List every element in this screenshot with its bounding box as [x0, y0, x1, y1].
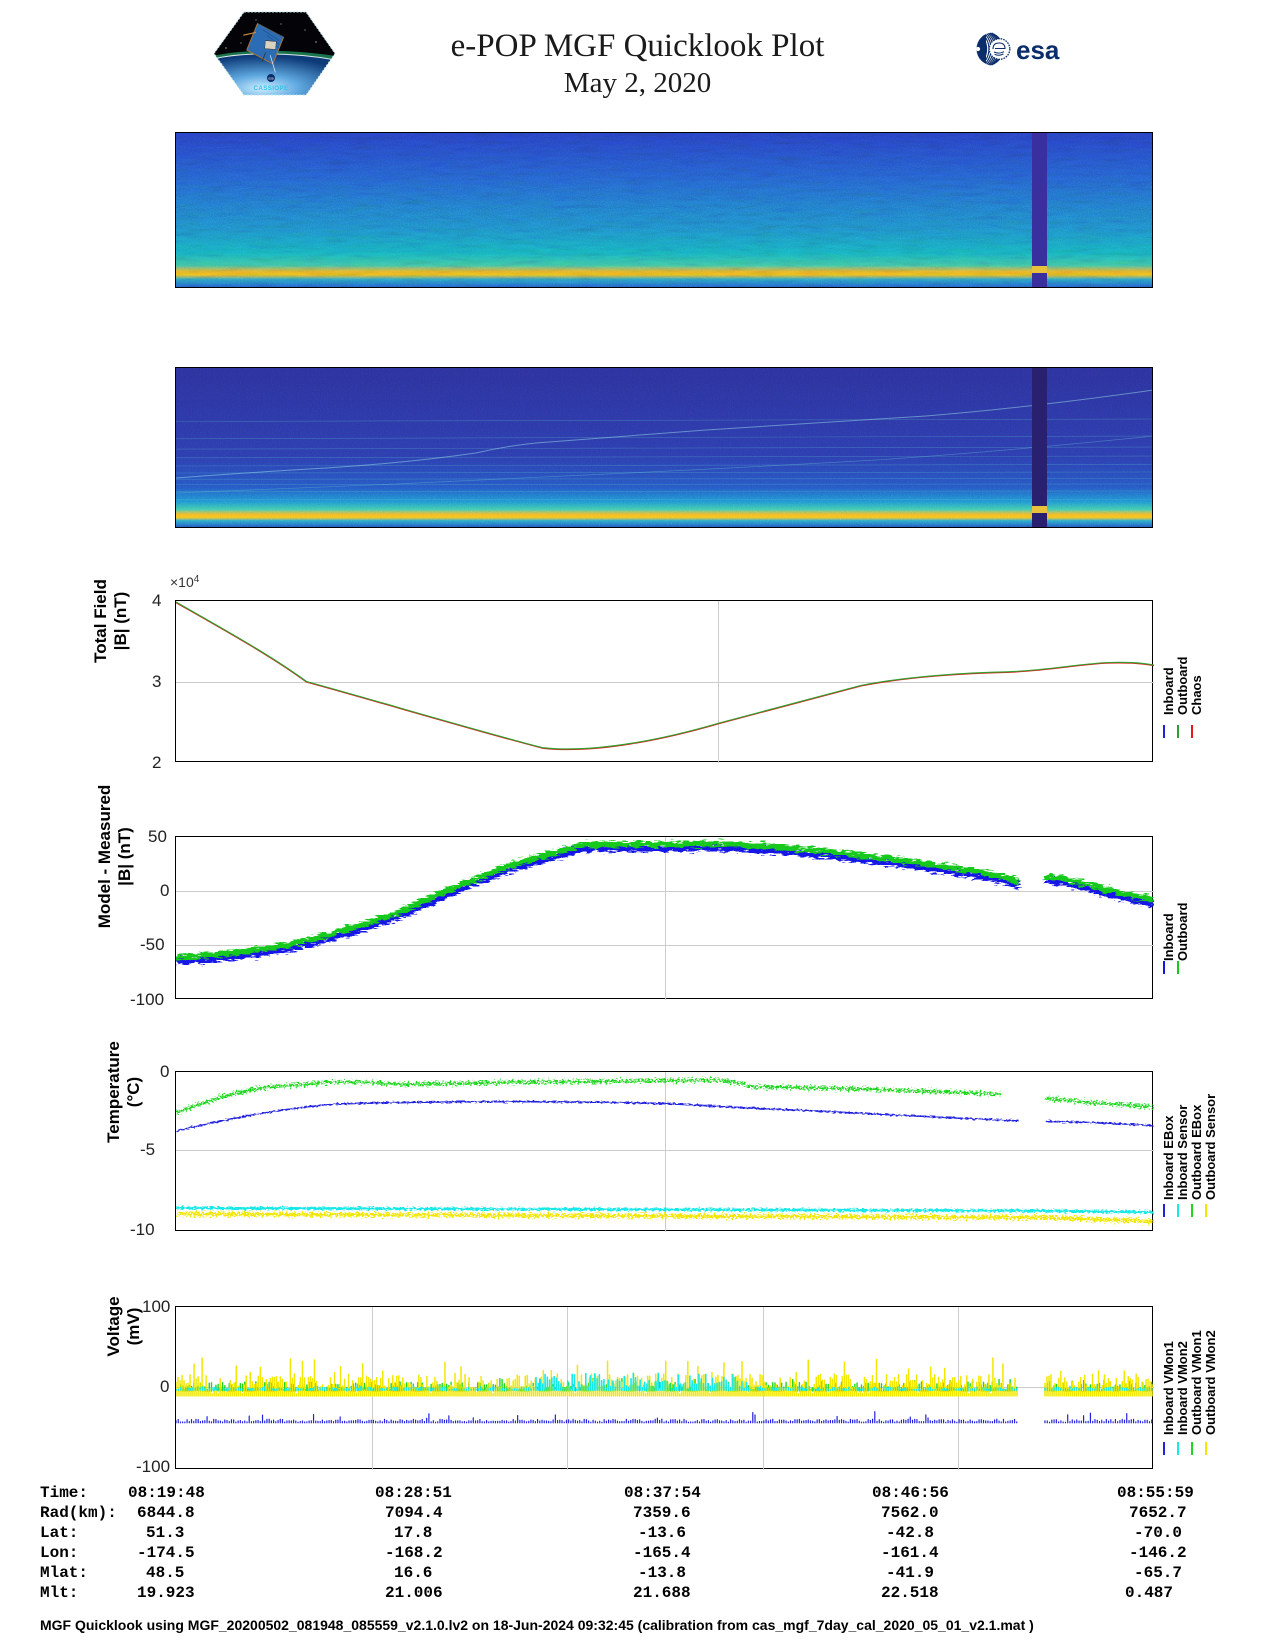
svg-text:esa: esa — [1016, 35, 1060, 65]
